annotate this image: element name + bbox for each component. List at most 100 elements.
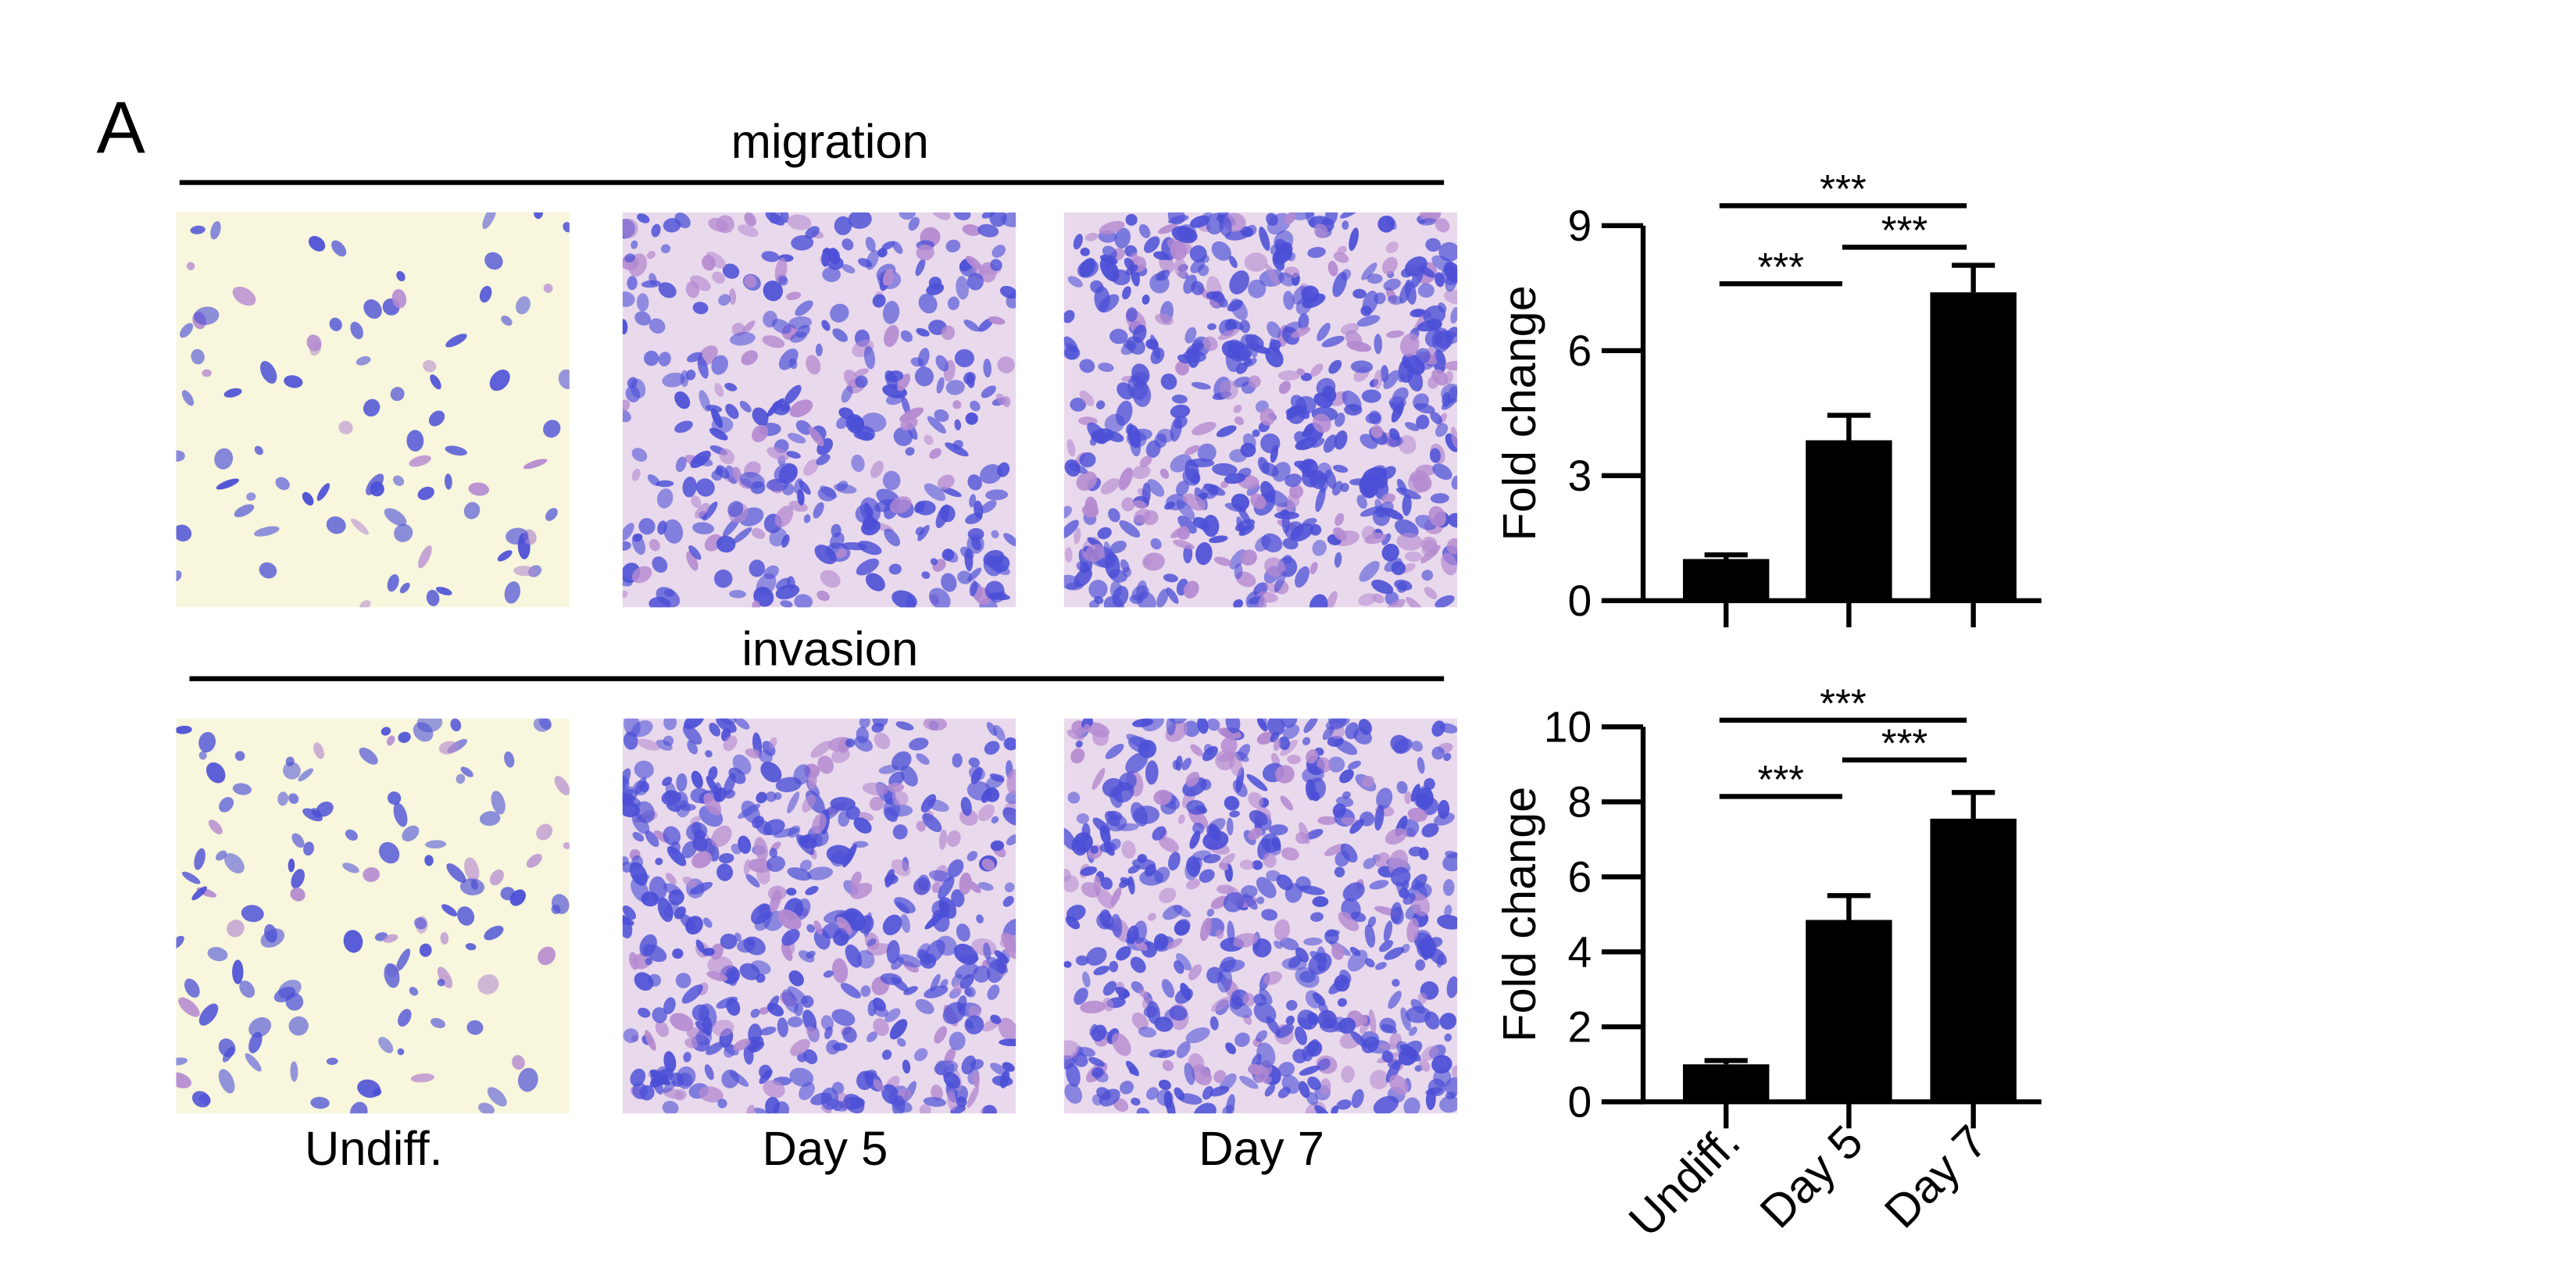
- cell-blob: [1396, 533, 1423, 551]
- cell-blob: [1152, 826, 1167, 841]
- cell-blob: [370, 481, 384, 497]
- cell-blob: [1332, 464, 1349, 473]
- cell-blob: [176, 524, 192, 542]
- cell-blob: [1298, 313, 1309, 330]
- cell-blob: [860, 497, 881, 523]
- cell-blob: [1199, 869, 1215, 883]
- y-axis-label: Fold change: [1493, 787, 1545, 1042]
- cell-blob: [1384, 827, 1407, 845]
- cell-blob: [622, 861, 633, 873]
- cell-blob: [1099, 841, 1117, 853]
- cell-blob: [777, 1017, 788, 1038]
- cell-blob: [1333, 252, 1349, 263]
- cell-blob: [977, 223, 999, 238]
- cell-blob: [763, 1080, 785, 1098]
- cell-blob: [668, 889, 684, 906]
- cell-blob: [648, 318, 666, 334]
- cell-blob: [232, 783, 252, 795]
- cell-blob: [234, 751, 245, 761]
- cell-blob: [1229, 1001, 1252, 1018]
- cell-blob: [1396, 781, 1408, 795]
- cell-blob: [927, 416, 946, 434]
- cell-blob: [781, 929, 800, 946]
- cell-blob: [1384, 558, 1402, 573]
- cell-blob: [1147, 479, 1165, 497]
- cell-blob: [1175, 361, 1190, 376]
- cell-blob: [1229, 270, 1249, 295]
- cell-blob: [1202, 831, 1229, 850]
- cell-blob: [1142, 552, 1165, 571]
- cell-blob: [799, 480, 811, 495]
- cell-blob: [259, 562, 277, 579]
- cell-blob: [1441, 552, 1457, 576]
- cell-blob: [1093, 966, 1110, 976]
- cell-blob: [1138, 739, 1157, 759]
- cell-blob: [663, 826, 681, 846]
- cell-blob: [914, 366, 934, 387]
- cell-blob: [631, 240, 638, 249]
- cell-blob: [1445, 850, 1458, 859]
- cell-blob: [178, 997, 200, 1017]
- cell-blob: [437, 966, 453, 988]
- cell-blob: [823, 970, 834, 978]
- cell-blob: [976, 914, 984, 923]
- cell-blob: [536, 823, 553, 841]
- cell-blob: [1183, 580, 1199, 598]
- cell-blob: [727, 501, 744, 517]
- cell-blob: [426, 589, 440, 606]
- cell-blob: [1428, 505, 1446, 527]
- cell-blob: [755, 819, 773, 836]
- cell-blob: [504, 581, 520, 604]
- cell-blob: [884, 1008, 901, 1023]
- cell-blob: [1163, 1090, 1173, 1109]
- cell-blob: [283, 762, 301, 780]
- cell-blob: [1243, 356, 1252, 366]
- cell-blob: [1138, 223, 1151, 238]
- cell-blob: [1119, 879, 1130, 888]
- cell-blob: [924, 985, 949, 998]
- cell-blob: [1192, 856, 1202, 872]
- micrograph-bg: [622, 212, 1016, 608]
- cell-blob: [491, 791, 506, 815]
- cell-blob: [1114, 227, 1131, 249]
- cell-blob: [1184, 1063, 1195, 1085]
- cell-blob: [1419, 266, 1435, 278]
- cell-blob: [181, 390, 195, 406]
- cell-blob: [965, 513, 983, 524]
- cell-blob: [856, 727, 870, 744]
- cell-blob: [202, 369, 212, 377]
- cell-blob: [949, 1031, 966, 1051]
- cell-blob: [1280, 938, 1299, 951]
- cell-blob: [1306, 779, 1317, 801]
- cell-blob: [649, 1070, 670, 1086]
- cell-blob: [813, 928, 831, 950]
- cell-blob: [214, 448, 234, 470]
- cell-blob: [899, 212, 916, 220]
- cell-blob: [882, 470, 901, 491]
- cell-blob: [634, 760, 654, 779]
- cell-blob: [624, 253, 636, 263]
- cell-blob: [1240, 442, 1256, 458]
- cell-blob: [1145, 338, 1159, 350]
- cell-blob: [684, 718, 705, 730]
- cell-blob: [1359, 560, 1380, 582]
- cell-blob: [676, 773, 688, 792]
- cell-blob: [813, 920, 823, 935]
- cell-blob: [1450, 427, 1458, 448]
- cell-blob: [749, 1041, 765, 1053]
- cell-blob: [291, 869, 305, 889]
- cell-blob: [1276, 874, 1293, 891]
- cell-blob: [941, 325, 956, 341]
- cell-blob: [899, 407, 924, 423]
- cell-blob: [888, 563, 902, 575]
- cell-blob: [774, 505, 794, 527]
- cell-blob: [1341, 269, 1352, 280]
- cell-blob: [663, 902, 679, 917]
- cell-blob: [331, 240, 347, 257]
- cell-blob: [186, 262, 195, 270]
- cell-blob: [634, 972, 654, 991]
- cell-blob: [1340, 323, 1359, 335]
- cell-blob: [1098, 363, 1114, 373]
- cell-blob: [1416, 414, 1430, 430]
- cell-blob: [627, 377, 638, 388]
